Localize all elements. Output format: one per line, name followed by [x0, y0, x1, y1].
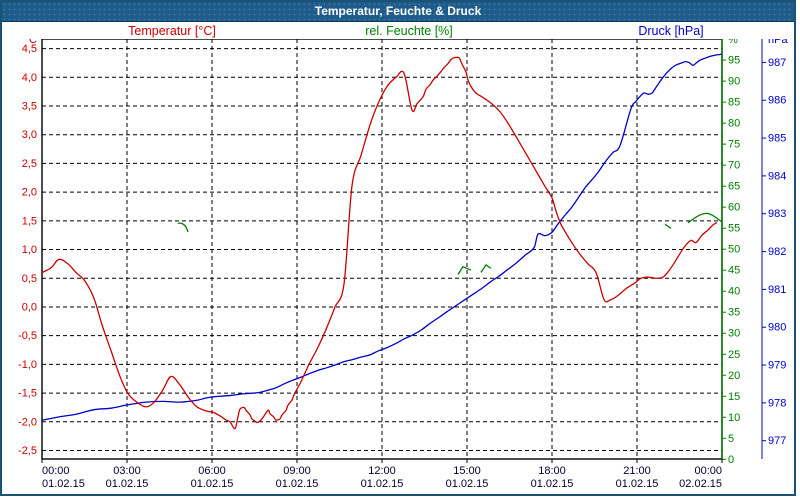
svg-text:983: 983 [768, 208, 786, 220]
svg-text:65: 65 [728, 181, 740, 193]
svg-text:0,0: 0,0 [22, 301, 37, 313]
svg-text:18:00: 18:00 [538, 465, 566, 477]
svg-text:0,5: 0,5 [22, 273, 37, 285]
svg-text:20: 20 [728, 370, 740, 382]
svg-text:hPa: hPa [768, 39, 788, 46]
svg-text:60: 60 [728, 202, 740, 214]
svg-text:986: 986 [768, 95, 786, 107]
svg-text:0: 0 [728, 454, 734, 466]
svg-text:980: 980 [768, 322, 786, 334]
svg-text:982: 982 [768, 246, 786, 258]
svg-text:85: 85 [728, 97, 740, 109]
svg-text:977: 977 [768, 435, 786, 447]
svg-text:01.02.15: 01.02.15 [42, 478, 85, 490]
svg-text:01.02.15: 01.02.15 [276, 478, 319, 490]
svg-text:95: 95 [728, 55, 740, 67]
svg-text:01.02.15: 01.02.15 [361, 478, 404, 490]
svg-text:981: 981 [768, 284, 786, 296]
svg-text:25: 25 [728, 349, 740, 361]
svg-text:1,5: 1,5 [22, 215, 37, 227]
svg-text:-1,5: -1,5 [18, 388, 37, 400]
svg-text:01.02.15: 01.02.15 [616, 478, 659, 490]
svg-text:-0,5: -0,5 [18, 330, 37, 342]
svg-text:-2,5: -2,5 [18, 445, 37, 457]
svg-text:00:00: 00:00 [42, 465, 70, 477]
svg-text:-2,0: -2,0 [18, 416, 37, 428]
svg-text:5: 5 [728, 433, 734, 445]
svg-text:979: 979 [768, 360, 786, 372]
svg-text:80: 80 [728, 118, 740, 130]
svg-text:70: 70 [728, 160, 740, 172]
svg-text:15:00: 15:00 [453, 465, 481, 477]
svg-text:2,5: 2,5 [22, 158, 37, 170]
svg-text:01.02.15: 01.02.15 [531, 478, 574, 490]
svg-text:01.02.15: 01.02.15 [191, 478, 234, 490]
svg-text:1,0: 1,0 [22, 244, 37, 256]
svg-text:985: 985 [768, 133, 786, 145]
svg-text:30: 30 [728, 328, 740, 340]
svg-text:00:00: 00:00 [694, 465, 722, 477]
svg-text:75: 75 [728, 139, 740, 151]
svg-text:987: 987 [768, 57, 786, 69]
svg-text:02.02.15: 02.02.15 [679, 478, 722, 490]
svg-text:35: 35 [728, 307, 740, 319]
svg-text:2,0: 2,0 [22, 187, 37, 199]
svg-text:978: 978 [768, 397, 786, 409]
svg-text:01.02.15: 01.02.15 [106, 478, 149, 490]
svg-text:12:00: 12:00 [368, 465, 396, 477]
svg-text:45: 45 [728, 265, 740, 277]
svg-text:3,0: 3,0 [22, 129, 37, 141]
svg-text:984: 984 [768, 170, 786, 182]
svg-text:01.02.15: 01.02.15 [446, 478, 489, 490]
svg-text:10: 10 [728, 412, 740, 424]
svg-text:15: 15 [728, 391, 740, 403]
svg-text:°C: °C [25, 39, 37, 46]
svg-text:40: 40 [728, 286, 740, 298]
svg-text:90: 90 [728, 76, 740, 88]
svg-text:%: % [728, 39, 738, 46]
svg-text:4,0: 4,0 [22, 72, 37, 84]
svg-text:09:00: 09:00 [283, 465, 311, 477]
svg-text:-1,0: -1,0 [18, 359, 37, 371]
svg-text:50: 50 [728, 244, 740, 256]
svg-text:03:00: 03:00 [113, 465, 141, 477]
svg-text:3,5: 3,5 [22, 101, 37, 113]
svg-text:06:00: 06:00 [198, 465, 226, 477]
svg-text:55: 55 [728, 223, 740, 235]
svg-text:21:00: 21:00 [623, 465, 651, 477]
